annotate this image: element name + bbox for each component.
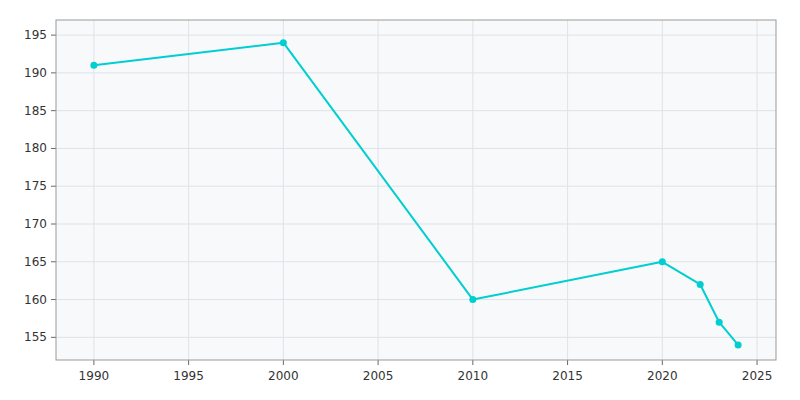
- line: [94, 43, 738, 345]
- y-tick: [51, 35, 56, 36]
- x-grid-line: [662, 20, 663, 360]
- y-grid-line: [56, 148, 776, 149]
- y-tick: [51, 299, 56, 300]
- chart-container: 1990 1995 2000 2005 2010 2015 2020 2025 155 160 16…: [0, 0, 800, 400]
- x-tick: [662, 360, 663, 365]
- x-tick-label: 2005: [363, 369, 394, 383]
- x-tick-label: 2015: [552, 369, 583, 383]
- x-tick: [378, 360, 379, 365]
- x-grid-line: [472, 20, 473, 360]
- axes: 1990 1995 2000 2005 2010 2015 2020 2025 155 160 16…: [24, 20, 776, 383]
- y-grid-line: [56, 299, 776, 300]
- y-tick: [51, 224, 56, 225]
- y-tick: [51, 110, 56, 111]
- y-tick-label: 185: [24, 104, 47, 118]
- y-tick-label: 170: [24, 217, 47, 231]
- plot-background: [56, 20, 776, 360]
- y-tick: [51, 72, 56, 73]
- x-grid-line: [378, 20, 379, 360]
- x-tick-label: 1995: [173, 369, 204, 383]
- y-tick-label: 195: [24, 28, 47, 42]
- x-tick-label: 2020: [647, 369, 678, 383]
- y-tick-label: 155: [24, 330, 47, 344]
- y-tick: [51, 148, 56, 149]
- x-grid-line: [567, 20, 568, 360]
- chart-svg: 1990 1995 2000 2005 2010 2015 2020 2025 155 160 16…: [0, 0, 800, 400]
- y-tick-label: 190: [24, 66, 47, 80]
- x-tick-label: 2010: [458, 369, 489, 383]
- y-tick-label: 160: [24, 293, 47, 307]
- y-tick-label: 175: [24, 179, 47, 193]
- y-tick: [51, 337, 56, 338]
- plot-frame: [56, 20, 776, 360]
- x-tick-label: 1990: [79, 369, 110, 383]
- x-tick: [93, 360, 94, 365]
- y-grid-line: [56, 186, 776, 187]
- series: [90, 39, 741, 348]
- x-tick-label: 2000: [268, 369, 299, 383]
- x-grid-line: [757, 20, 758, 360]
- y-grid-line: [56, 337, 776, 338]
- y-tick: [51, 261, 56, 262]
- x-tick: [757, 360, 758, 365]
- x-tick: [283, 360, 284, 365]
- x-tick: [472, 360, 473, 365]
- x-tick: [188, 360, 189, 365]
- y-grid-line: [56, 110, 776, 111]
- point: [697, 281, 704, 288]
- y-grid-line: [56, 261, 776, 262]
- point: [716, 319, 723, 326]
- x-grid-line: [188, 20, 189, 360]
- point: [280, 39, 287, 46]
- y-grid-line: [56, 72, 776, 73]
- point: [469, 296, 476, 303]
- x-grid-line: [93, 20, 94, 360]
- y-tick: [51, 186, 56, 187]
- y-tick-label: 165: [24, 255, 47, 269]
- y-tick-label: 180: [24, 141, 47, 155]
- y-grid-line: [56, 35, 776, 36]
- point: [90, 62, 97, 69]
- x-grid-line: [283, 20, 284, 360]
- x-tick: [567, 360, 568, 365]
- x-tick-label: 2025: [742, 369, 773, 383]
- point: [659, 258, 666, 265]
- point: [735, 341, 742, 348]
- grid: [56, 20, 776, 360]
